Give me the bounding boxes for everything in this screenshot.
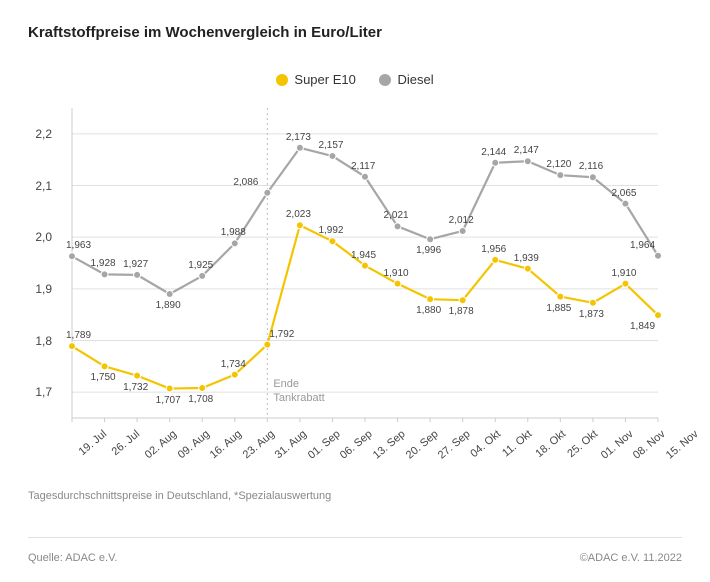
x-tick-label: 01. Sep [306, 428, 343, 462]
y-tick-label: 1,9 [26, 282, 52, 296]
y-tick-label: 2,2 [26, 127, 52, 141]
data-label-diesel: 1,988 [221, 227, 246, 238]
x-tick-label: 11. Okt [500, 428, 534, 459]
data-label-diesel: 1,928 [91, 258, 116, 269]
data-label-diesel: 2,021 [384, 210, 409, 221]
data-label-super-e10: 1,750 [91, 372, 116, 383]
legend-item-super-e10: Super E10 [276, 72, 355, 87]
x-tick-label: 16. Aug [208, 428, 244, 461]
data-label-diesel: 2,012 [449, 215, 474, 226]
data-label-super-e10: 1,707 [156, 395, 181, 406]
data-label-super-e10: 1,732 [123, 382, 148, 393]
copyright-text: ©ADAC e.V. 11.2022 [580, 552, 682, 564]
data-label-super-e10: 1,956 [481, 244, 506, 255]
data-label-super-e10: 1,789 [66, 330, 91, 341]
x-tick-label: 06. Sep [338, 428, 375, 462]
data-label-super-e10: 1,939 [514, 253, 539, 264]
data-label-diesel: 2,086 [233, 177, 258, 188]
x-tick-label: 25. Okt [566, 428, 601, 460]
x-tick-label: 18. Okt [533, 428, 568, 460]
data-label-diesel: 1,925 [188, 260, 213, 271]
data-label-super-e10: 1,792 [269, 329, 294, 340]
data-label-diesel: 1,890 [156, 300, 181, 311]
data-label-super-e10: 1,708 [188, 394, 213, 405]
plot-area [60, 100, 670, 430]
data-label-diesel: 2,173 [286, 132, 311, 143]
data-label-diesel: 2,120 [546, 159, 571, 170]
x-tick-label: 27. Sep [436, 428, 473, 462]
data-label-diesel: 1,964 [630, 240, 655, 251]
data-label-super-e10: 1,880 [416, 305, 441, 316]
data-label-diesel: 1,963 [66, 240, 91, 251]
data-label-super-e10: 1,878 [449, 306, 474, 317]
plot-svg [60, 100, 670, 430]
data-label-super-e10: 1,873 [579, 309, 604, 320]
x-tick-label: 01. Nov [599, 428, 636, 462]
chart-legend: Super E10 Diesel [0, 72, 710, 89]
y-tick-label: 2,0 [26, 230, 52, 244]
footer-divider [28, 537, 682, 538]
annotation-tankrabatt: Tankrabatt [273, 392, 324, 404]
legend-label-super-e10: Super E10 [294, 72, 355, 87]
data-label-diesel: 1,927 [123, 259, 148, 270]
data-label-super-e10: 1,885 [546, 303, 571, 314]
chart-subtitle: Tagesdurchschnittspreise in Deutschland,… [28, 490, 331, 502]
x-tick-label: 26. Jul [109, 428, 142, 458]
data-label-diesel: 2,144 [481, 147, 506, 158]
data-label-diesel: 2,116 [579, 161, 603, 172]
chart-title: Kraftstoffpreise im Wochenvergleich in E… [28, 24, 382, 41]
data-label-diesel: 2,065 [611, 188, 636, 199]
legend-item-diesel: Diesel [379, 72, 433, 87]
data-label-super-e10: 1,910 [611, 268, 636, 279]
legend-dot-super-e10 [276, 74, 288, 86]
x-tick-label: 15. Nov [664, 428, 701, 462]
data-label-super-e10: 1,992 [318, 225, 343, 236]
x-tick-label: 04. Okt [468, 428, 503, 460]
x-tick-label: 20. Sep [403, 428, 440, 462]
x-tick-label: 19. Jul [77, 428, 110, 458]
data-label-diesel: 1,996 [416, 245, 441, 256]
data-label-diesel: 2,117 [351, 161, 375, 172]
legend-dot-diesel [379, 74, 391, 86]
x-tick-label: 13. Sep [371, 428, 408, 462]
data-label-super-e10: 1,910 [384, 268, 409, 279]
data-label-diesel: 2,157 [318, 140, 343, 151]
y-tick-label: 1,7 [26, 385, 52, 399]
x-tick-label: 31. Aug [273, 428, 309, 461]
x-tick-label: 09. Aug [175, 428, 211, 461]
data-label-super-e10: 1,945 [351, 250, 376, 261]
annotation-ende: Ende [273, 378, 299, 390]
data-label-super-e10: 1,734 [221, 359, 246, 370]
y-tick-label: 1,8 [26, 334, 52, 348]
legend-label-diesel: Diesel [397, 72, 433, 87]
data-label-super-e10: 1,849 [630, 321, 655, 332]
chart-card: Kraftstoffpreise im Wochenvergleich in E… [0, 0, 710, 582]
y-tick-label: 2,1 [26, 179, 52, 193]
x-tick-label: 23. Aug [240, 428, 276, 461]
data-label-diesel: 2,147 [514, 145, 539, 156]
x-tick-label: 02. Aug [143, 428, 179, 461]
x-tick-label: 08. Nov [631, 428, 668, 462]
source-text: Quelle: ADAC e.V. [28, 552, 117, 564]
data-label-super-e10: 2,023 [286, 209, 311, 220]
